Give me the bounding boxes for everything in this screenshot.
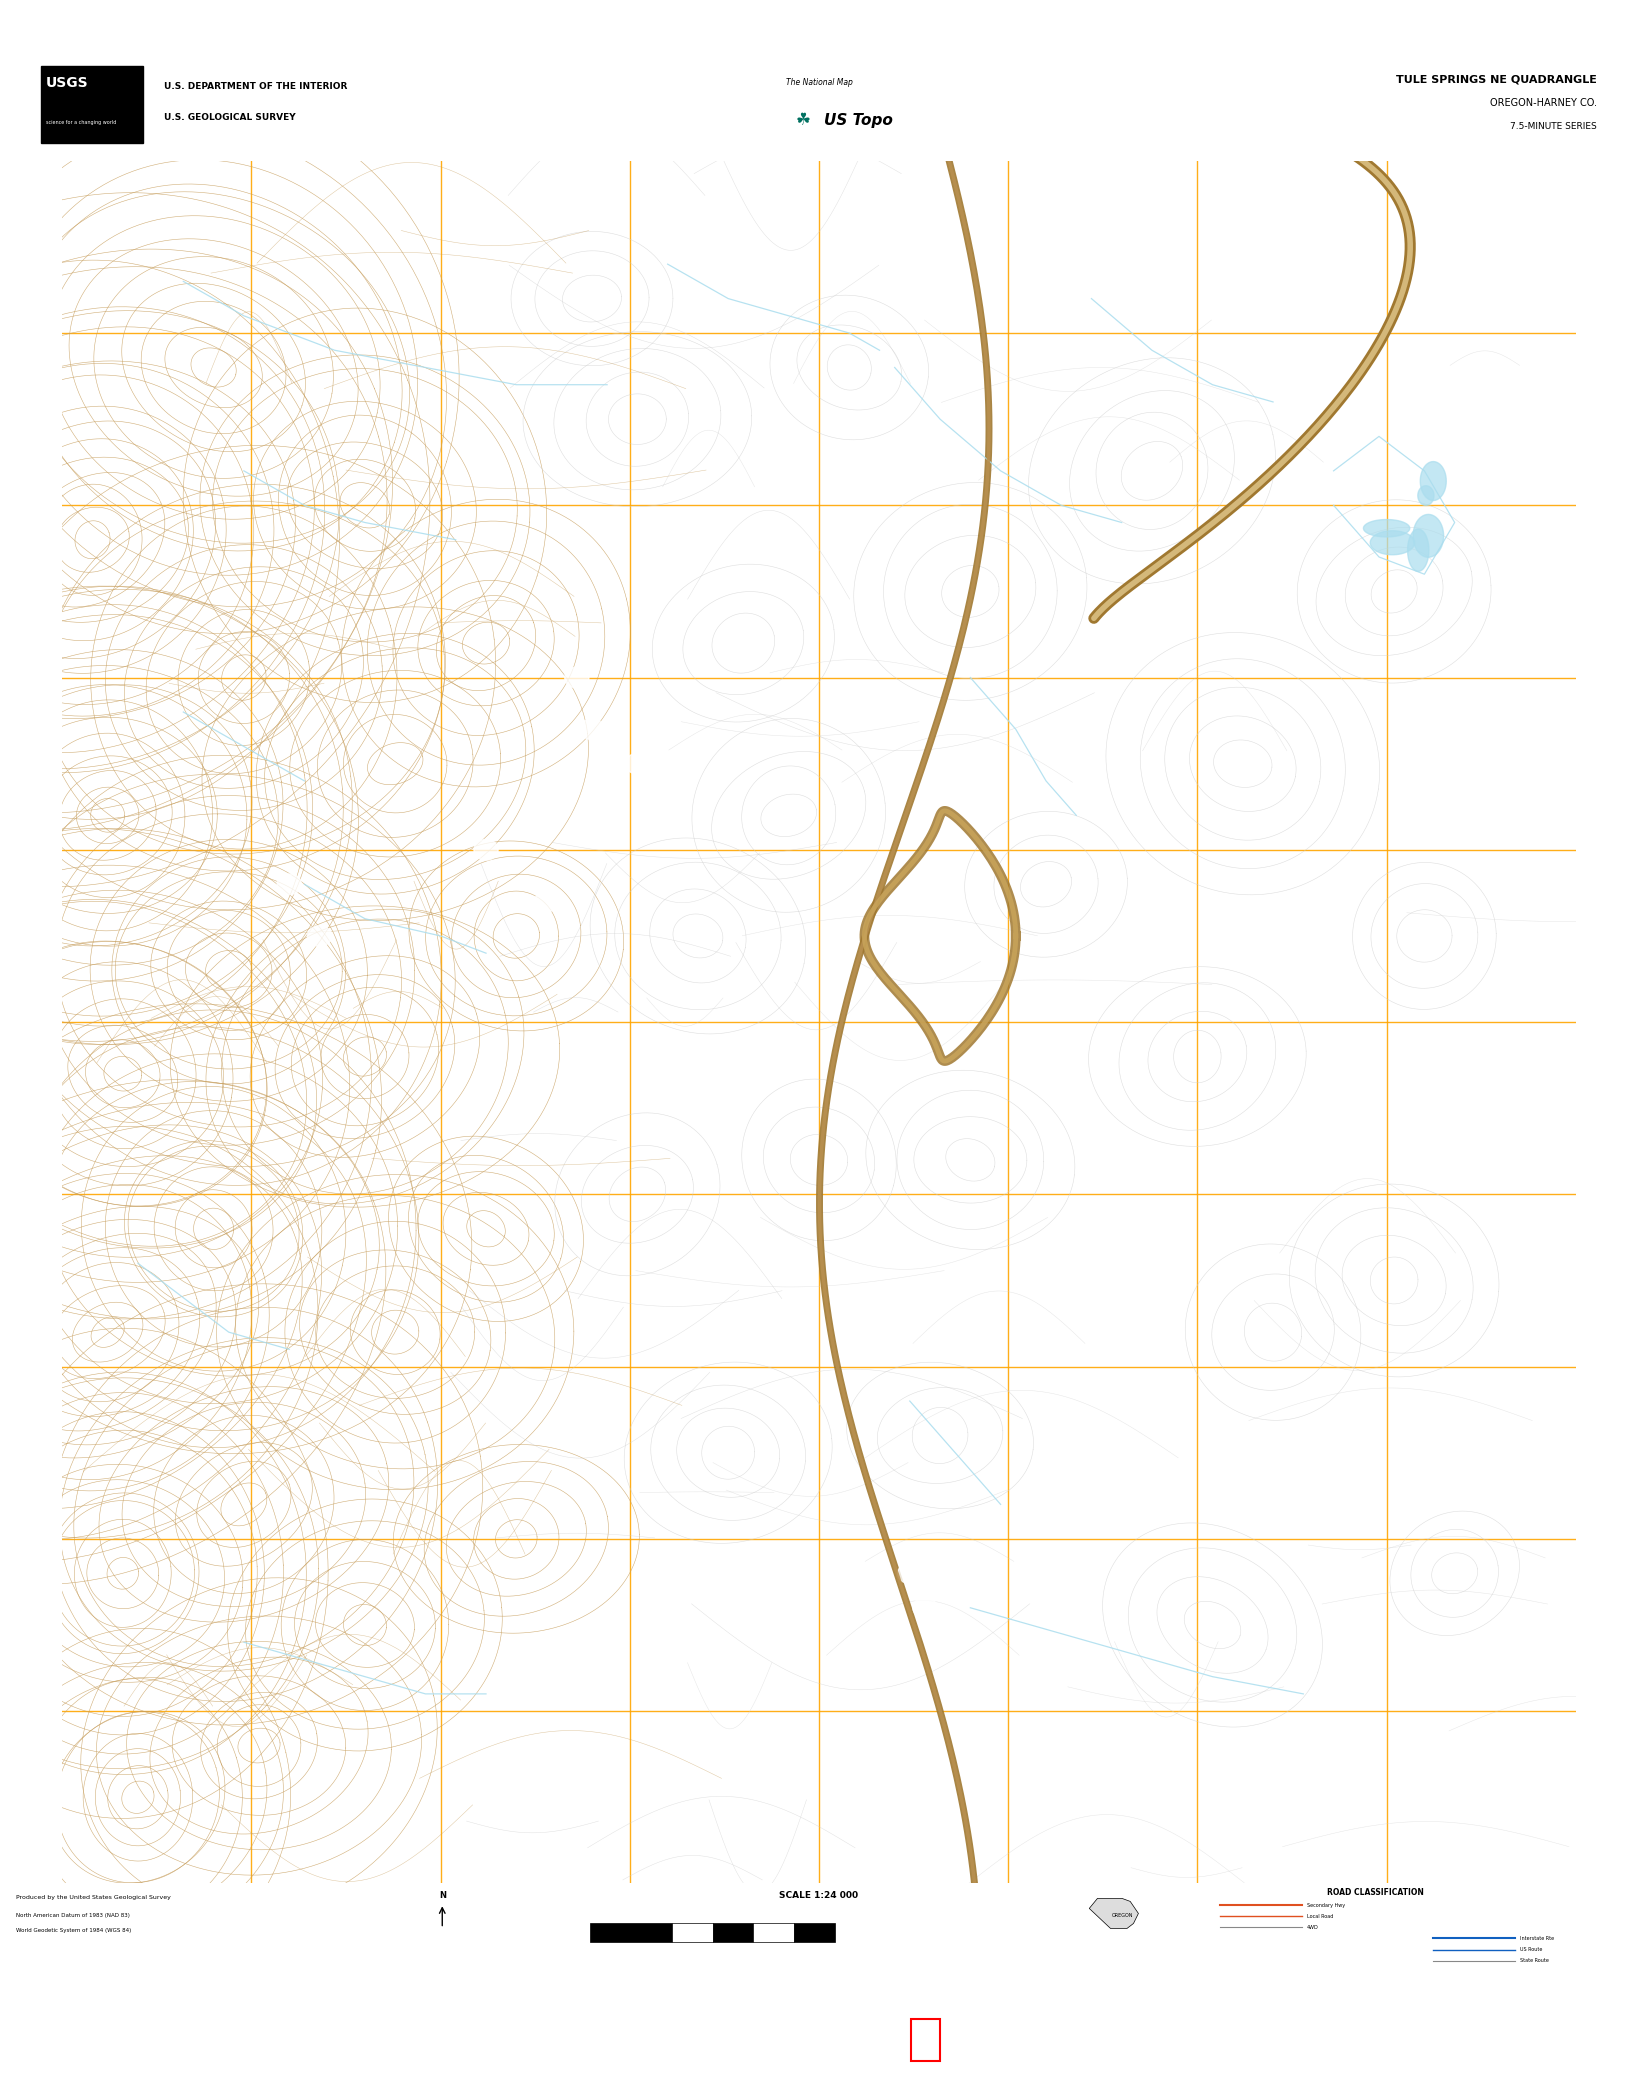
Text: US Route: US Route <box>1520 1946 1543 1952</box>
Text: ☘: ☘ <box>796 111 811 129</box>
Polygon shape <box>1419 487 1433 505</box>
Bar <box>753 1923 794 1942</box>
Polygon shape <box>1363 520 1410 537</box>
Text: OREGON: OREGON <box>1111 1913 1133 1919</box>
Text: World Geodetic System of 1984 (WGS 84): World Geodetic System of 1984 (WGS 84) <box>16 1929 131 1933</box>
Polygon shape <box>898 1564 922 1583</box>
Text: 4WD: 4WD <box>1307 1925 1319 1929</box>
Text: Interstate Rte: Interstate Rte <box>1520 1936 1554 1942</box>
Text: U.S. DEPARTMENT OF THE INTERIOR: U.S. DEPARTMENT OF THE INTERIOR <box>164 81 347 92</box>
Polygon shape <box>473 839 498 860</box>
Text: State Route: State Route <box>1520 1959 1550 1963</box>
Text: ROAD CLASSIFICATION: ROAD CLASSIFICATION <box>1327 1888 1425 1898</box>
Text: N: N <box>439 1892 446 1900</box>
Polygon shape <box>1420 461 1446 501</box>
Text: science for a changing world: science for a changing world <box>46 119 116 125</box>
Text: North American Datum of 1983 (NAD 83): North American Datum of 1983 (NAD 83) <box>16 1913 131 1919</box>
Polygon shape <box>534 892 559 912</box>
Polygon shape <box>1371 530 1415 555</box>
Polygon shape <box>1414 514 1443 557</box>
Bar <box>794 1923 835 1942</box>
Bar <box>41 65 143 142</box>
Polygon shape <box>912 1597 937 1618</box>
Text: Secondary Hwy: Secondary Hwy <box>1307 1902 1345 1908</box>
Polygon shape <box>308 925 331 946</box>
Text: The National Map: The National Map <box>786 77 852 88</box>
Polygon shape <box>1089 1898 1138 1929</box>
Text: 7.5-MINUTE SERIES: 7.5-MINUTE SERIES <box>1510 123 1597 132</box>
Text: Local Road: Local Road <box>1307 1915 1333 1919</box>
Bar <box>590 1923 672 1942</box>
Text: U.S. GEOLOGICAL SURVEY: U.S. GEOLOGICAL SURVEY <box>164 113 295 121</box>
Text: USGS: USGS <box>46 75 88 90</box>
Polygon shape <box>565 668 590 687</box>
Text: OREGON-HARNEY CO.: OREGON-HARNEY CO. <box>1491 98 1597 109</box>
Text: Produced by the United States Geological Survey: Produced by the United States Geological… <box>16 1896 172 1900</box>
Text: US Topo: US Topo <box>824 113 893 127</box>
Bar <box>672 1923 713 1942</box>
Text: SCALE 1:24 000: SCALE 1:24 000 <box>780 1892 858 1900</box>
Polygon shape <box>626 754 650 775</box>
Bar <box>713 1923 753 1942</box>
Polygon shape <box>1407 528 1428 572</box>
Polygon shape <box>580 718 604 739</box>
Text: TULE SPRINGS NE QUADRANGLE: TULE SPRINGS NE QUADRANGLE <box>1396 75 1597 86</box>
Polygon shape <box>277 875 301 894</box>
